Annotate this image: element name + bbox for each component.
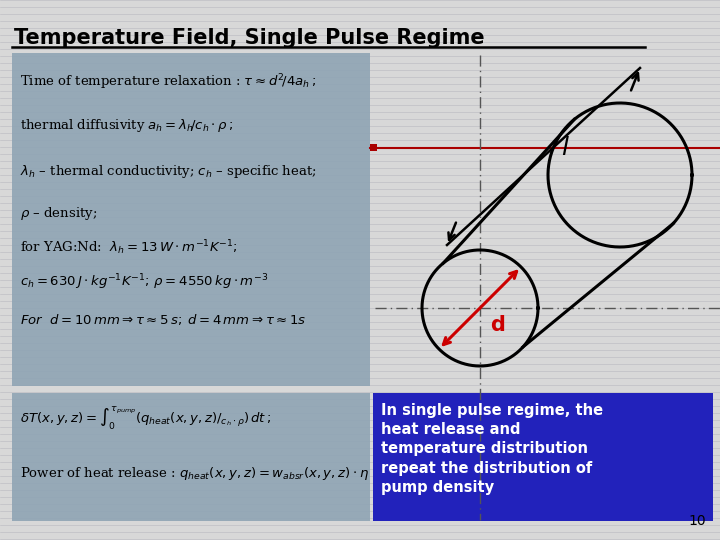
Text: In single pulse regime, the
heat release and
temperature distribution
repeat the: In single pulse regime, the heat release… (381, 403, 603, 495)
Bar (12, 393, 370, 521)
Bar (370, 144, 377, 151)
Text: $\mathbf{d}$: $\mathbf{d}$ (490, 315, 505, 335)
Text: Temperature Field, Single Pulse Regime: Temperature Field, Single Pulse Regime (14, 28, 485, 48)
Text: $c_h = 630\,J\cdot kg^{-1}K^{-1};\,\rho = 4550\,kg\cdot m^{-3}$: $c_h = 630\,J\cdot kg^{-1}K^{-1};\,\rho … (20, 272, 269, 292)
Text: thermal diffusivity $a_h = \lambda_h\!/c_h\cdot\rho\,;$: thermal diffusivity $a_h = \lambda_h\!/c… (20, 117, 233, 134)
Text: $\rho$ – density;: $\rho$ – density; (20, 205, 97, 222)
Text: Power of heat release : $q_{heat}(x,y,z) = w_{absr}(x,y,z)\cdot\eta$: Power of heat release : $q_{heat}(x,y,z)… (20, 465, 369, 482)
Bar (12, 53, 370, 386)
Bar (373, 393, 713, 521)
Text: $\mathit{l}$: $\mathit{l}$ (561, 136, 570, 160)
Text: for YAG:Nd:  $\lambda_h = 13\, W\cdot m^{-1}K^{-1};$: for YAG:Nd: $\lambda_h = 13\, W\cdot m^{… (20, 238, 238, 256)
Text: 10: 10 (688, 514, 706, 528)
Text: $\delta T(x,y,z) = \int_0^{\tau_{pump}} (q_{heat}(x,y,z)/_{c_h\cdot\rho})\,dt\,;: $\delta T(x,y,z) = \int_0^{\tau_{pump}} … (20, 405, 271, 432)
Text: Time of temperature relaxation : $\tau \approx d^2\!/4a_h\,;$: Time of temperature relaxation : $\tau \… (20, 72, 316, 92)
Text: $\lambda_h$ – thermal conductivity; $c_h$ – specific heat;: $\lambda_h$ – thermal conductivity; $c_h… (20, 163, 317, 180)
Text: $\it{For}$  $d = 10\,mm \Rightarrow \tau \approx 5\,s;\; d = 4\,mm \Rightarrow \: $\it{For}$ $d = 10\,mm \Rightarrow \tau … (20, 312, 306, 327)
